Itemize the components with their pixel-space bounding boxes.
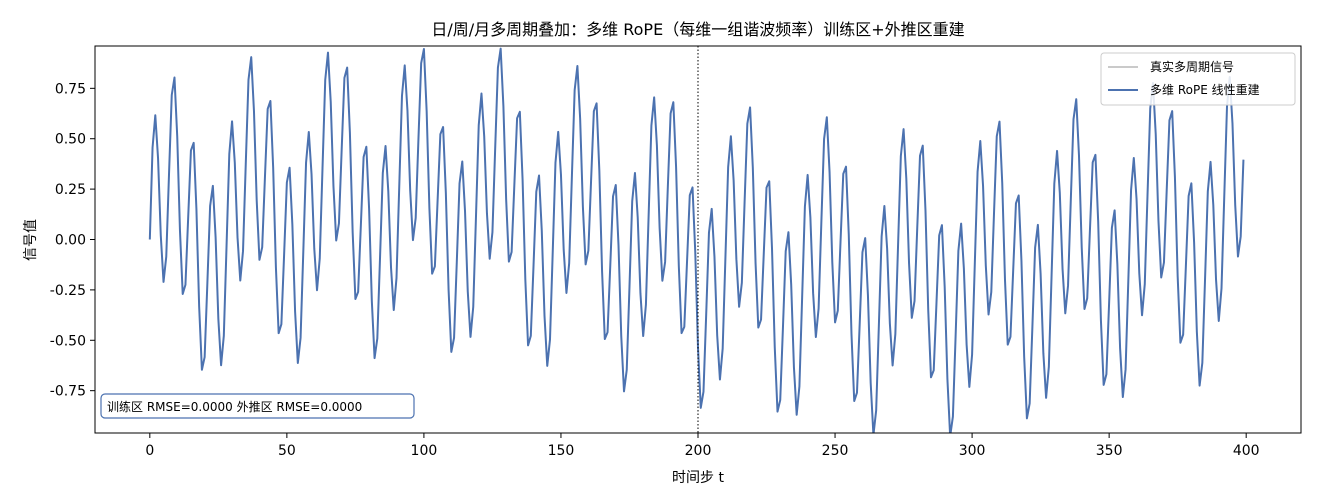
rmse-annotation-text: 训练区 RMSE=0.0000 外推区 RMSE=0.0000 bbox=[107, 399, 362, 414]
x-tick-label: 50 bbox=[278, 443, 296, 459]
x-tick-label: 100 bbox=[411, 443, 438, 459]
x-tick-label: 300 bbox=[959, 443, 986, 459]
rmse-annotation: 训练区 RMSE=0.0000 外推区 RMSE=0.0000 bbox=[100, 393, 415, 419]
y-axis: -0.75 -0.50 -0.25 0.00 0.25 0.50 0.75 bbox=[50, 81, 95, 400]
x-tick-label: 200 bbox=[685, 443, 712, 459]
y-tick-label: -0.25 bbox=[50, 283, 86, 299]
x-tick-label: 350 bbox=[1096, 443, 1123, 459]
legend-box bbox=[1100, 52, 1296, 106]
y-axis-label: 信号值 bbox=[23, 219, 39, 261]
chart-title: 日/周/月多周期叠加：多维 RoPE（每维一组谐波频率）训练区+外推区重建 bbox=[431, 20, 964, 39]
rmse-annotation-box bbox=[100, 393, 415, 419]
series-line-rope-reconstruction bbox=[148, 47, 1245, 433]
y-tick-label: -0.75 bbox=[50, 384, 86, 400]
y-tick-label: -0.50 bbox=[50, 333, 86, 349]
x-tick-label: 250 bbox=[822, 443, 849, 459]
legend: 真实多周期信号 多维 RoPE 线性重建 bbox=[1100, 52, 1296, 106]
x-tick-label: 150 bbox=[548, 443, 575, 459]
y-tick-label: 0.00 bbox=[55, 233, 86, 249]
y-tick-label: 0.50 bbox=[55, 132, 86, 148]
plot-area bbox=[148, 46, 1245, 433]
x-axis: 0 50 100 150 200 250 300 350 400 bbox=[145, 433, 1260, 459]
x-tick-label: 0 bbox=[145, 443, 154, 459]
legend-label-rope-reconstruction: 多维 RoPE 线性重建 bbox=[1150, 83, 1260, 97]
x-axis-label: 时间步 t bbox=[672, 470, 724, 486]
y-tick-label: 0.75 bbox=[55, 81, 86, 97]
legend-label-true-signal: 真实多周期信号 bbox=[1150, 59, 1234, 74]
x-tick-label: 400 bbox=[1233, 443, 1260, 459]
y-tick-label: 0.25 bbox=[55, 182, 86, 198]
